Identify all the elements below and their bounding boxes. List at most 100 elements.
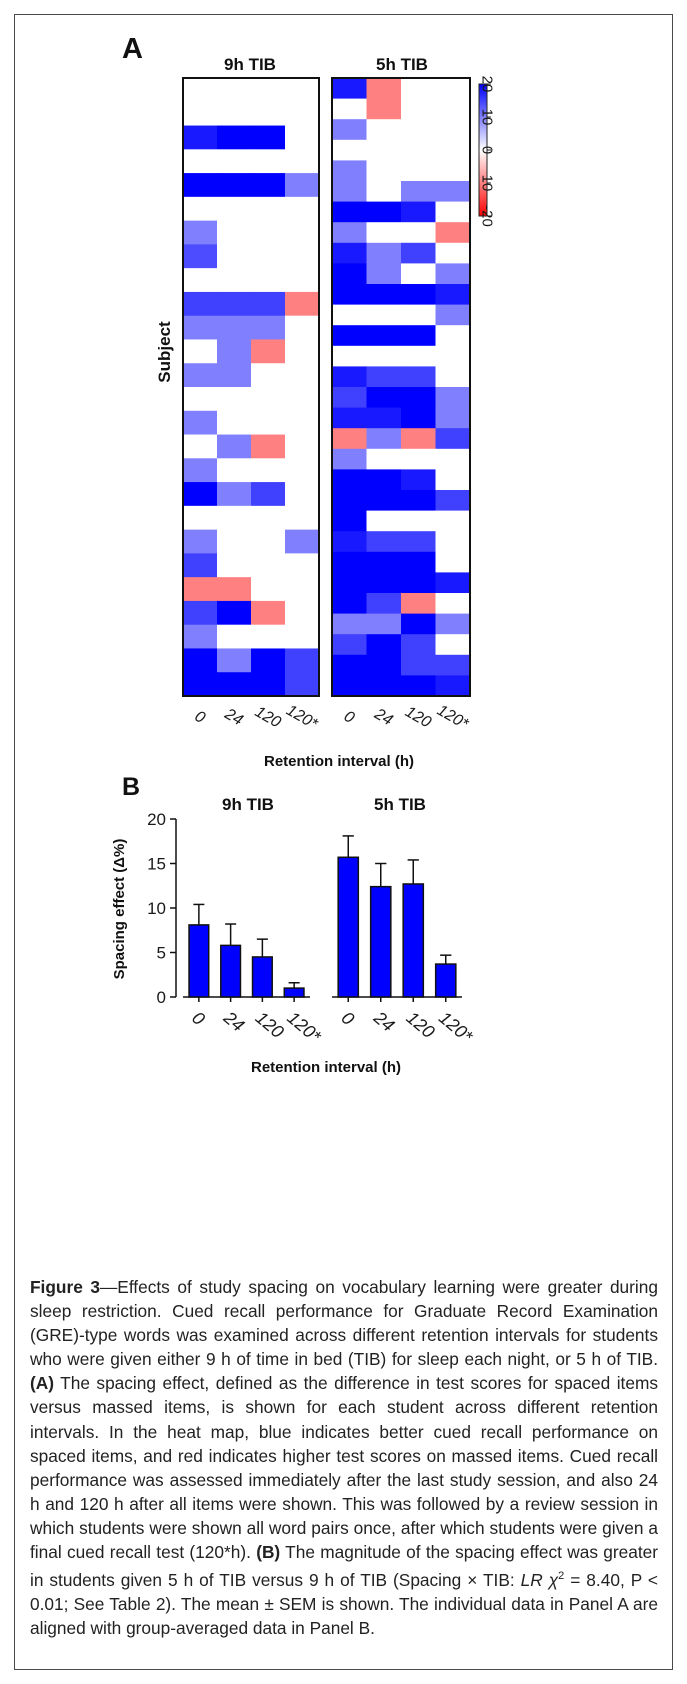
heatmap-cell	[183, 672, 218, 697]
heatmap-cell	[366, 613, 402, 635]
heatmap-cell	[183, 101, 218, 126]
heatmap-cell	[435, 407, 471, 429]
heatmap-cell	[183, 577, 218, 602]
heatmap-cell	[435, 572, 471, 594]
bar-x-tick-label: 0	[188, 1007, 209, 1029]
heatmap-cell	[285, 363, 320, 388]
bar	[434, 963, 457, 998]
heatmap-cell	[251, 529, 286, 554]
heatmap-cell	[217, 291, 252, 317]
heatmap-cell	[435, 613, 471, 635]
heatmap-cell	[285, 529, 320, 554]
bar-y-label: Spacing effect (Δ%)	[111, 839, 128, 980]
bar	[369, 885, 392, 998]
heatmap-cell	[401, 572, 436, 594]
heatmap-cell	[332, 613, 367, 635]
bar-x-tick-label: 120*	[435, 1007, 477, 1047]
heatmap-x-label: Retention interval (h)	[264, 753, 414, 770]
heatmap-x-tick-label: 24	[371, 705, 396, 729]
heatmap-cell	[435, 469, 471, 491]
heatmap-cell	[401, 531, 436, 553]
heatmap-cell	[251, 624, 286, 649]
heatmap-cell	[183, 173, 218, 198]
heatmap-cell	[366, 428, 402, 450]
heatmap-cell	[332, 448, 367, 470]
heatmap-cell	[435, 98, 471, 120]
heatmap-cell	[251, 458, 286, 483]
heatmap-cell	[366, 654, 402, 676]
heatmap-cell	[183, 600, 218, 626]
heatmap-cell	[217, 220, 252, 245]
heatmap-cell	[366, 242, 402, 264]
heatmap-cell	[366, 345, 402, 367]
heatmap-cell	[401, 98, 436, 120]
heatmap-cell	[332, 407, 367, 429]
heatmap-cell	[332, 654, 367, 676]
heatmap-cell	[251, 78, 286, 103]
heatmap-cell	[183, 505, 218, 531]
heatmap-cell	[366, 675, 402, 697]
heatmap-cell	[217, 600, 252, 626]
heatmap-cell	[435, 551, 471, 573]
heatmap-cell	[332, 551, 367, 573]
heatmap-cell	[251, 600, 286, 626]
heatmap-cell	[285, 458, 320, 483]
heatmap-right-title: 5h TIB	[376, 55, 428, 74]
heatmap-cell	[435, 428, 471, 450]
heatmap-cell	[401, 263, 436, 285]
heatmap-cell	[401, 634, 436, 656]
bar-right-title: 5h TIB	[374, 795, 426, 814]
heatmap-cell	[285, 434, 320, 459]
heatmap-cell	[401, 160, 436, 182]
heatmap-cell	[183, 220, 218, 245]
heatmap-cell	[332, 325, 367, 347]
heatmap-cell	[217, 482, 252, 507]
heatmap-cell	[183, 529, 218, 554]
bar-x-label: Retention interval (h)	[251, 1059, 401, 1076]
caption-figure-label: Figure 3	[30, 1277, 101, 1297]
heatmap-cell	[251, 482, 286, 507]
heatmap-cell	[285, 78, 320, 103]
heatmap-cell	[435, 304, 471, 326]
heatmap-cell	[183, 553, 218, 578]
bar-left-title: 9h TIB	[222, 795, 274, 814]
heatmap-cell	[366, 222, 402, 244]
bar	[402, 883, 425, 998]
heatmap-cell	[435, 325, 471, 347]
heatmap-cell	[366, 325, 402, 347]
heatmap-cell	[183, 387, 218, 412]
heatmap-cell	[285, 505, 320, 531]
heatmap-x-tick-label: 120	[252, 703, 284, 731]
heatmap-cell	[366, 263, 402, 285]
heatmap-cell	[251, 672, 286, 697]
heatmap-cell	[435, 510, 471, 532]
heatmap-cell	[332, 675, 367, 697]
bar-x-tick-label: 24	[369, 1007, 398, 1036]
bar-x-tick-label: 120	[252, 1007, 288, 1042]
heatmap-cell	[251, 268, 286, 293]
heatmap-y-label: Subject	[155, 321, 174, 383]
heatmap-cell	[251, 196, 286, 222]
heatmap-cell	[435, 201, 471, 223]
heatmap-cell	[366, 634, 402, 656]
heatmap-cell	[366, 387, 402, 408]
heatmap-cell	[366, 448, 402, 470]
heatmap-cell	[285, 196, 320, 222]
heatmap-cell	[251, 149, 286, 174]
heatmap-cell	[332, 181, 367, 202]
heatmap-cell	[183, 648, 218, 673]
heatmap-cell	[183, 482, 218, 507]
heatmap-cell	[332, 160, 367, 182]
heatmap-cell	[401, 593, 436, 614]
heatmap-cell	[366, 139, 402, 161]
bar	[337, 856, 360, 998]
heatmap-cell	[217, 244, 252, 269]
heatmap-cell	[366, 181, 402, 202]
heatmap-cell	[217, 339, 252, 364]
heatmap-x-tick-label: 120*	[283, 702, 321, 734]
bar	[283, 987, 305, 998]
heatmap-cell	[217, 410, 252, 435]
heatmap-cell	[332, 98, 367, 120]
heatmap-cell	[285, 315, 320, 340]
heatmap-cell	[332, 469, 367, 491]
